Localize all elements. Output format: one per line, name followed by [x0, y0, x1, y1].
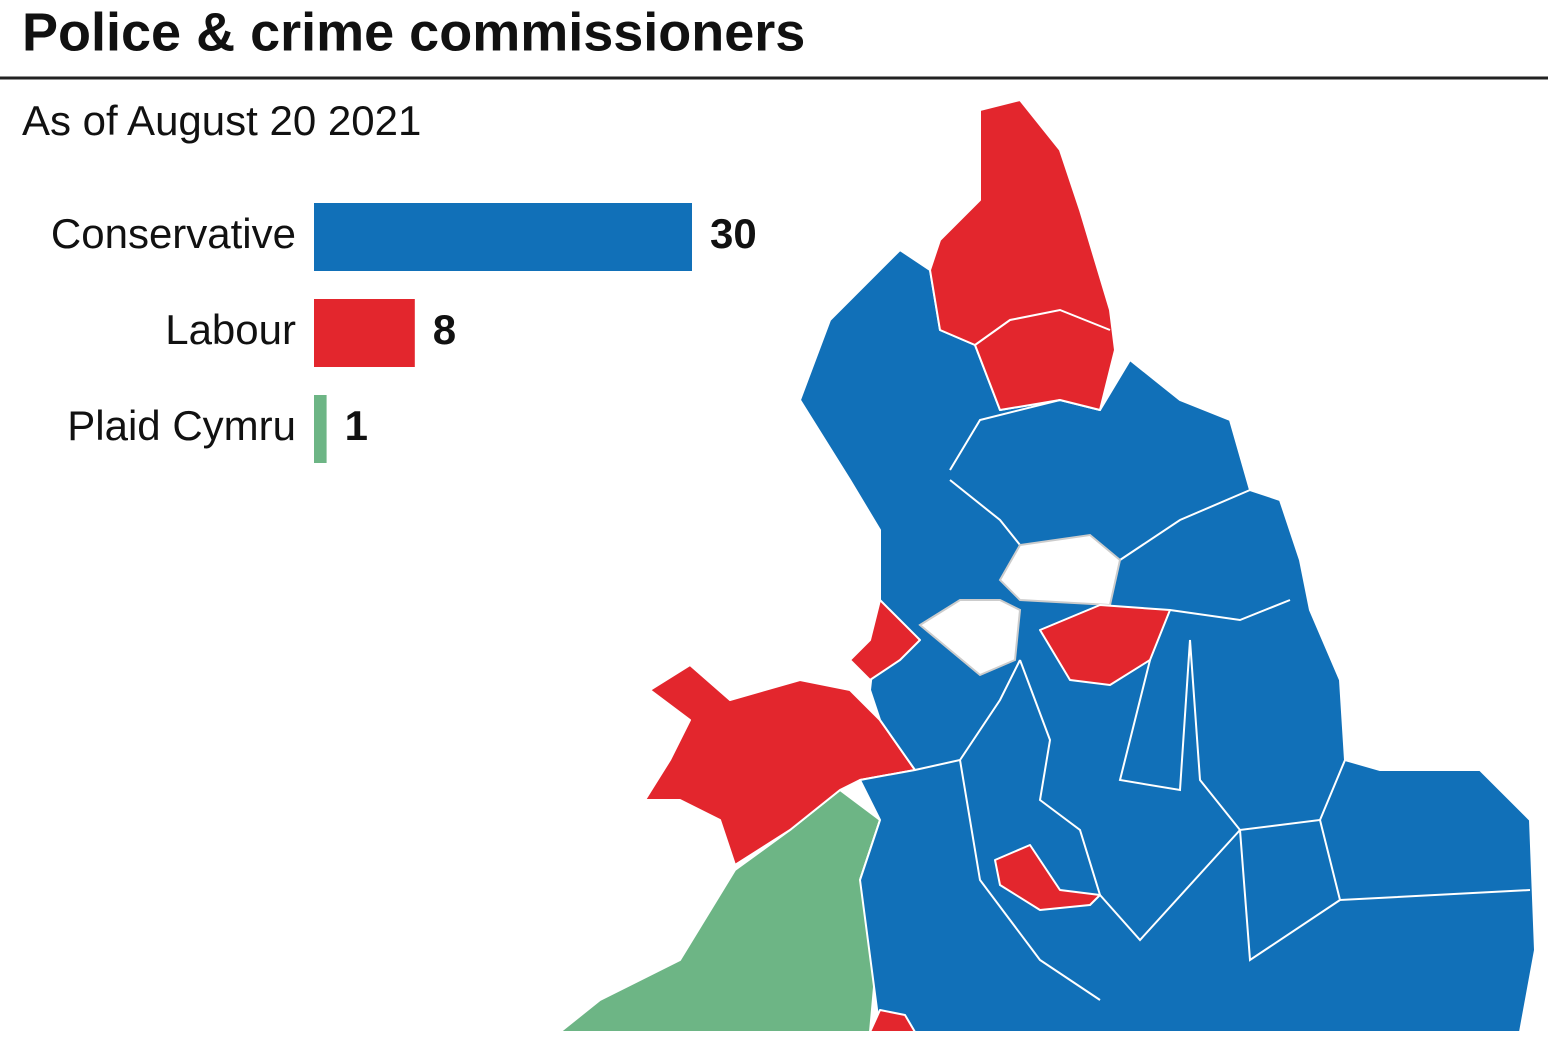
bar [314, 203, 692, 271]
map [559, 99, 1536, 1033]
border [1119, 489, 1251, 561]
value-label: 8 [433, 306, 456, 353]
west-midlands [994, 844, 1101, 911]
chart-title: Police & crime commissioners [22, 2, 805, 62]
border [959, 759, 1101, 1001]
chart-subtitle: As of August 20 2021 [22, 97, 421, 144]
value-label: 1 [345, 402, 368, 449]
border [914, 659, 1021, 771]
west-yorkshire [998, 533, 1122, 607]
category-label: Conservative [51, 210, 296, 257]
border [949, 399, 1061, 471]
border [1169, 599, 1291, 622]
merseyside [849, 599, 921, 681]
category-label: Plaid Cymru [67, 402, 296, 449]
category-label: Labour [165, 306, 296, 353]
border [1239, 829, 1341, 962]
border [949, 479, 1021, 546]
bar [314, 299, 415, 367]
border [974, 308, 1111, 346]
value-label: 30 [710, 210, 757, 257]
border [1019, 659, 1101, 896]
bar [314, 395, 327, 463]
border [1099, 829, 1241, 942]
south-yorkshire [1039, 604, 1171, 686]
wales-south [559, 789, 881, 1033]
greater-manchester [918, 599, 1022, 677]
border [1118, 639, 1191, 792]
wales-north [644, 664, 916, 866]
